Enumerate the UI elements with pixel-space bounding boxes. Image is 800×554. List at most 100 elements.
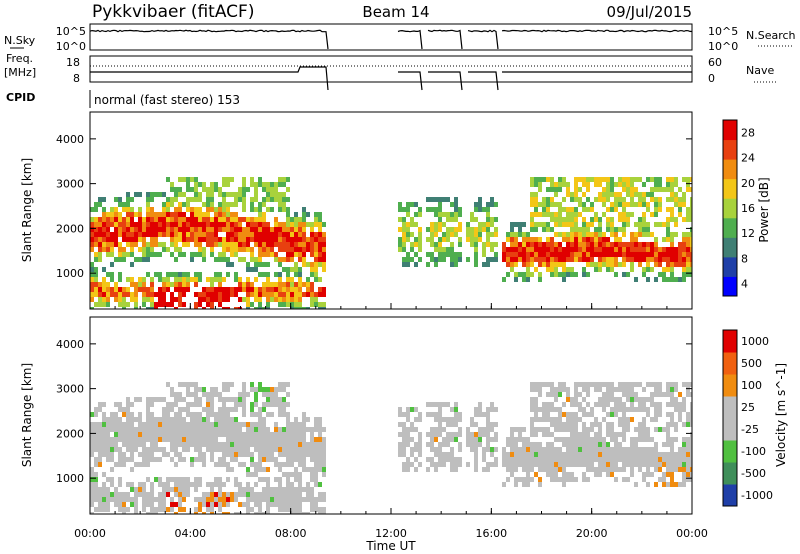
power-cell xyxy=(526,252,530,257)
power-cell xyxy=(114,197,118,202)
power-cell xyxy=(458,242,462,247)
power-cell xyxy=(638,242,642,247)
power-cell xyxy=(234,202,238,207)
power-cell xyxy=(138,257,142,262)
power-cell xyxy=(194,222,198,227)
power-cell xyxy=(274,192,278,197)
velocity-cell xyxy=(106,437,110,442)
velocity-cell xyxy=(606,427,610,432)
velocity-cell xyxy=(114,462,118,467)
velocity-cell xyxy=(182,487,186,492)
power-cell xyxy=(298,297,302,302)
nsky-tick-top: 10^5 xyxy=(56,25,86,38)
velocity-cell xyxy=(306,417,310,422)
power-cell xyxy=(226,217,230,222)
velocity-cell xyxy=(198,432,202,437)
power-cell xyxy=(686,177,690,182)
power-cell xyxy=(298,217,302,222)
power-cell xyxy=(686,247,690,252)
power-cell xyxy=(210,252,214,257)
velocity-cell xyxy=(662,477,666,482)
velocity-cell xyxy=(482,412,486,417)
power-cell xyxy=(186,272,190,277)
power-cell xyxy=(194,197,198,202)
velocity-cell xyxy=(198,417,202,422)
velocity-cell xyxy=(218,397,222,402)
velocity-cell xyxy=(174,432,178,437)
colorbar-segment xyxy=(723,178,737,199)
velocity-cell xyxy=(598,422,602,427)
velocity-cell xyxy=(102,497,106,502)
power-cell xyxy=(530,242,534,247)
velocity-cell xyxy=(266,437,270,442)
power-cell xyxy=(670,182,674,187)
power-cell xyxy=(306,282,310,287)
power-cell xyxy=(226,307,230,309)
power-cell xyxy=(166,222,170,227)
power-cell xyxy=(186,222,190,227)
power-cell xyxy=(182,302,186,307)
power-cell xyxy=(194,307,198,309)
power-cell xyxy=(570,217,574,222)
velocity-cell xyxy=(518,452,522,457)
power-cell xyxy=(458,257,462,262)
power-cell xyxy=(178,292,182,297)
power-cell xyxy=(594,177,598,182)
power-cell xyxy=(530,252,534,257)
velocity-cell xyxy=(302,467,306,472)
velocity-cell xyxy=(626,447,630,452)
velocity-cell xyxy=(246,482,250,487)
velocity-cell xyxy=(186,447,190,452)
velocity-cell xyxy=(242,412,246,417)
velocity-cell xyxy=(226,422,230,427)
velocity-cell xyxy=(234,432,238,437)
velocity-cell xyxy=(678,467,682,472)
power-cell xyxy=(274,272,278,277)
power-cell xyxy=(282,192,286,197)
velocity-cell xyxy=(222,417,226,422)
power-cell xyxy=(530,272,534,277)
velocity-cell xyxy=(286,482,290,487)
velocity-cell xyxy=(94,407,98,412)
velocity-cell xyxy=(118,407,122,412)
velocity-cell xyxy=(306,442,310,447)
velocity-cell xyxy=(226,397,230,402)
power-cell xyxy=(122,307,126,309)
power-cell xyxy=(302,222,306,227)
velocity-cell xyxy=(214,502,218,507)
power-cell xyxy=(222,277,226,282)
power-cell xyxy=(570,192,574,197)
velocity-cell xyxy=(150,487,154,492)
velocity-cell xyxy=(510,472,514,477)
power-cell xyxy=(638,202,642,207)
velocity-cell xyxy=(658,462,662,467)
power-cell xyxy=(206,222,210,227)
velocity-cell xyxy=(206,422,210,427)
power-cell xyxy=(134,222,138,227)
velocity-cell xyxy=(438,417,442,422)
velocity-cell xyxy=(222,427,226,432)
power-cell xyxy=(130,282,134,287)
power-cell xyxy=(650,257,654,262)
velocity-cell xyxy=(94,462,98,467)
velocity-cell xyxy=(570,427,574,432)
power-cell xyxy=(458,207,462,212)
power-cell xyxy=(122,302,126,307)
velocity-cell xyxy=(594,442,598,447)
power-cell xyxy=(222,257,226,262)
velocity-cell xyxy=(434,427,438,432)
velocity-cell xyxy=(226,452,230,457)
power-cell xyxy=(106,242,110,247)
velocity-cell xyxy=(90,452,94,457)
power-cell xyxy=(482,227,486,232)
velocity-cell xyxy=(486,467,490,472)
power-cell xyxy=(226,232,230,237)
velocity-cell xyxy=(158,457,162,462)
power-cell xyxy=(266,237,270,242)
power-cell xyxy=(402,262,406,267)
power-cell xyxy=(474,207,478,212)
power-cell xyxy=(482,207,486,212)
velocity-cell xyxy=(418,417,422,422)
velocity-cell xyxy=(142,507,146,512)
nsky-trace xyxy=(89,29,693,50)
